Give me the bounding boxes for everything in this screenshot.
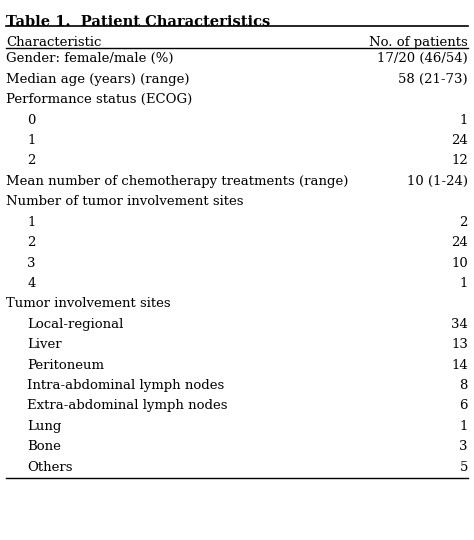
Text: Bone: Bone	[27, 440, 61, 453]
Text: 2: 2	[27, 154, 36, 167]
Text: Characteristic: Characteristic	[6, 36, 101, 49]
Text: Lung: Lung	[27, 420, 62, 433]
Text: 34: 34	[451, 318, 468, 331]
Text: 6: 6	[459, 400, 468, 413]
Text: Table 1.  Patient Characteristics: Table 1. Patient Characteristics	[6, 15, 270, 29]
Text: 1: 1	[27, 216, 36, 229]
Text: 24: 24	[451, 236, 468, 249]
Text: 13: 13	[451, 338, 468, 351]
Text: 12: 12	[451, 154, 468, 167]
Text: 10: 10	[451, 256, 468, 269]
Text: Extra-abdominal lymph nodes: Extra-abdominal lymph nodes	[27, 400, 228, 413]
Text: 2: 2	[27, 236, 36, 249]
Text: Number of tumor involvement sites: Number of tumor involvement sites	[6, 195, 244, 208]
Text: Local-regional: Local-regional	[27, 318, 124, 331]
Text: Liver: Liver	[27, 338, 62, 351]
Text: 14: 14	[451, 359, 468, 372]
Text: 17/20 (46/54): 17/20 (46/54)	[377, 52, 468, 65]
Text: 1: 1	[459, 113, 468, 127]
Text: 0: 0	[27, 113, 36, 127]
Text: 10 (1-24): 10 (1-24)	[407, 175, 468, 188]
Text: No. of patients: No. of patients	[369, 36, 468, 49]
Text: Tumor involvement sites: Tumor involvement sites	[6, 298, 171, 310]
Text: 2: 2	[459, 216, 468, 229]
Text: Others: Others	[27, 461, 73, 474]
Text: 8: 8	[459, 379, 468, 392]
Text: 4: 4	[27, 277, 36, 290]
Text: 3: 3	[459, 440, 468, 453]
Text: Performance status (ECOG): Performance status (ECOG)	[6, 93, 192, 106]
Text: Median age (years) (range): Median age (years) (range)	[6, 73, 190, 86]
Text: Peritoneum: Peritoneum	[27, 359, 104, 372]
Text: 1: 1	[27, 134, 36, 147]
Text: 24: 24	[451, 134, 468, 147]
Text: Gender: female/male (%): Gender: female/male (%)	[6, 52, 173, 65]
Text: 1: 1	[459, 277, 468, 290]
Text: 5: 5	[459, 461, 468, 474]
Text: Intra-abdominal lymph nodes: Intra-abdominal lymph nodes	[27, 379, 225, 392]
Text: 3: 3	[27, 256, 36, 269]
Text: 58 (21-73): 58 (21-73)	[398, 73, 468, 86]
Text: 1: 1	[459, 420, 468, 433]
Text: Mean number of chemotherapy treatments (range): Mean number of chemotherapy treatments (…	[6, 175, 348, 188]
